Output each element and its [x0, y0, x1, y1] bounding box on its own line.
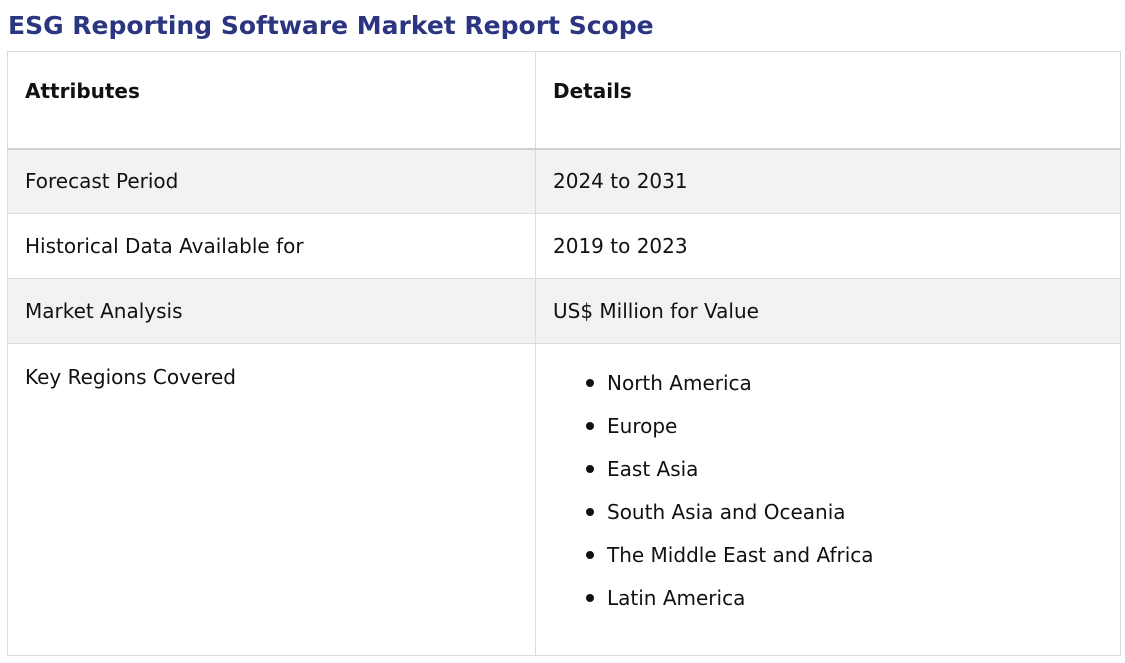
table-row: Historical Data Available for 2019 to 20…: [7, 213, 1121, 279]
list-item: The Middle East and Africa: [586, 535, 1120, 578]
regions-list: North America Europe East Asia South Asi…: [553, 363, 1120, 621]
list-item: North America: [586, 363, 1120, 406]
region-label: North America: [607, 371, 752, 395]
table-header-row: Attributes Details: [7, 51, 1121, 149]
list-item: Europe: [586, 406, 1120, 449]
page-title: ESG Reporting Software Market Report Sco…: [8, 11, 654, 40]
row-detail: 2019 to 2023: [535, 213, 1121, 279]
list-item: South Asia and Oceania: [586, 492, 1120, 535]
region-label: The Middle East and Africa: [607, 543, 874, 567]
list-item: Latin America: [586, 578, 1120, 621]
header-details: Details: [535, 51, 1121, 149]
bullet-icon: [586, 508, 594, 516]
list-item: East Asia: [586, 449, 1120, 492]
table-row: Forecast Period 2024 to 2031: [7, 148, 1121, 214]
region-label: Latin America: [607, 586, 746, 610]
row-attribute: Forecast Period: [7, 148, 536, 214]
row-attribute: Key Regions Covered: [7, 343, 536, 656]
region-label: East Asia: [607, 457, 699, 481]
table-row: Market Analysis US$ Million for Value: [7, 278, 1121, 344]
report-scope-table: Attributes Details Forecast Period 2024 …: [7, 51, 1121, 656]
row-detail: 2024 to 2031: [535, 148, 1121, 214]
row-detail: US$ Million for Value: [535, 278, 1121, 344]
region-label: South Asia and Oceania: [607, 500, 846, 524]
row-detail: North America Europe East Asia South Asi…: [535, 343, 1121, 656]
region-label: Europe: [607, 414, 678, 438]
bullet-icon: [586, 379, 594, 387]
table-row-regions: Key Regions Covered North America Europe…: [7, 343, 1121, 656]
bullet-icon: [586, 551, 594, 559]
bullet-icon: [586, 422, 594, 430]
row-attribute: Historical Data Available for: [7, 213, 536, 279]
bullet-icon: [586, 594, 594, 602]
row-attribute: Market Analysis: [7, 278, 536, 344]
bullet-icon: [586, 465, 594, 473]
header-attributes: Attributes: [7, 51, 536, 149]
